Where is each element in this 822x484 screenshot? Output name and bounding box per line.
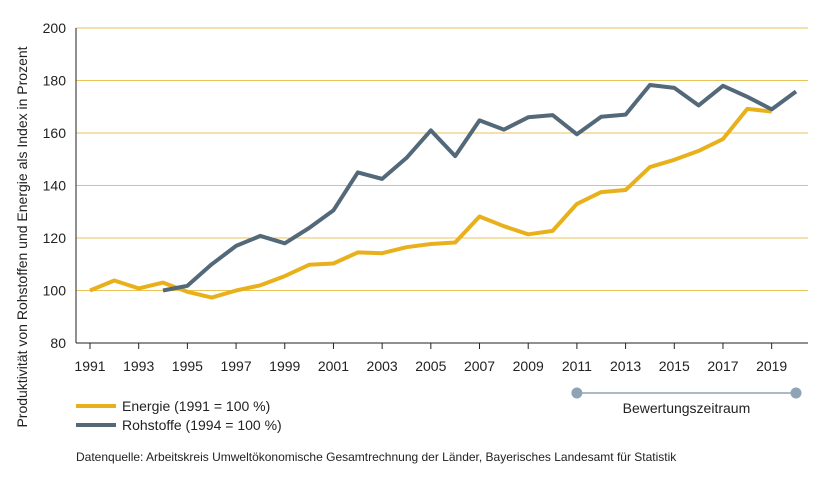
x-tick-2005: 2005 — [415, 358, 446, 374]
series-line-rohstoffe — [162, 83, 798, 293]
axes — [75, 28, 808, 349]
y-tick-160: 160 — [43, 125, 67, 141]
x-tick-1999: 1999 — [269, 358, 300, 374]
y-tick-labels: 80 100 120 140 160 180 200 — [43, 20, 67, 351]
legend-label-energie: Energie (1991 = 100 %) — [122, 398, 270, 414]
x-tick-2001: 2001 — [318, 358, 349, 374]
data-source-note: Datenquelle: Arbeitskreis Umweltökonomis… — [76, 450, 677, 464]
x-tick-2007: 2007 — [464, 358, 495, 374]
legend: Energie (1991 = 100 %) Rohstoffe (1994 =… — [76, 398, 282, 433]
x-tick-labels: 1991 1993 1995 1997 1999 2001 2003 2005 2007 2009… — [74, 358, 787, 374]
bewertungszeitraum-range: Bewertungszeitraum — [571, 387, 802, 416]
y-tick-100: 100 — [43, 283, 67, 299]
gridlines — [76, 27, 808, 291]
x-tick-2019: 2019 — [756, 358, 787, 374]
y-tick-120: 120 — [43, 230, 67, 246]
y-tick-180: 180 — [43, 73, 67, 89]
y-tick-80: 80 — [50, 335, 66, 351]
y-tick-140: 140 — [43, 178, 67, 194]
x-tick-2015: 2015 — [659, 358, 690, 374]
range-start-marker — [571, 387, 583, 399]
x-tick-2013: 2013 — [610, 358, 641, 374]
series-lines — [89, 83, 798, 300]
y-axis-label: Produktivität von Rohstoffen und Energie… — [14, 46, 30, 427]
legend-label-rohstoffe: Rohstoffe (1994 = 100 %) — [122, 417, 282, 433]
x-tick-1997: 1997 — [220, 358, 251, 374]
x-tick-1995: 1995 — [172, 358, 203, 374]
x-tick-2017: 2017 — [707, 358, 738, 374]
range-label: Bewertungszeitraum — [623, 400, 751, 416]
x-tick-2003: 2003 — [367, 358, 398, 374]
x-tick-1991: 1991 — [74, 358, 105, 374]
series-line-energie — [89, 106, 772, 300]
x-tick-1993: 1993 — [123, 358, 154, 374]
x-tick-2011: 2011 — [562, 358, 592, 374]
x-tick-2009: 2009 — [513, 358, 544, 374]
y-tick-200: 200 — [43, 20, 67, 36]
range-end-marker — [790, 387, 802, 399]
